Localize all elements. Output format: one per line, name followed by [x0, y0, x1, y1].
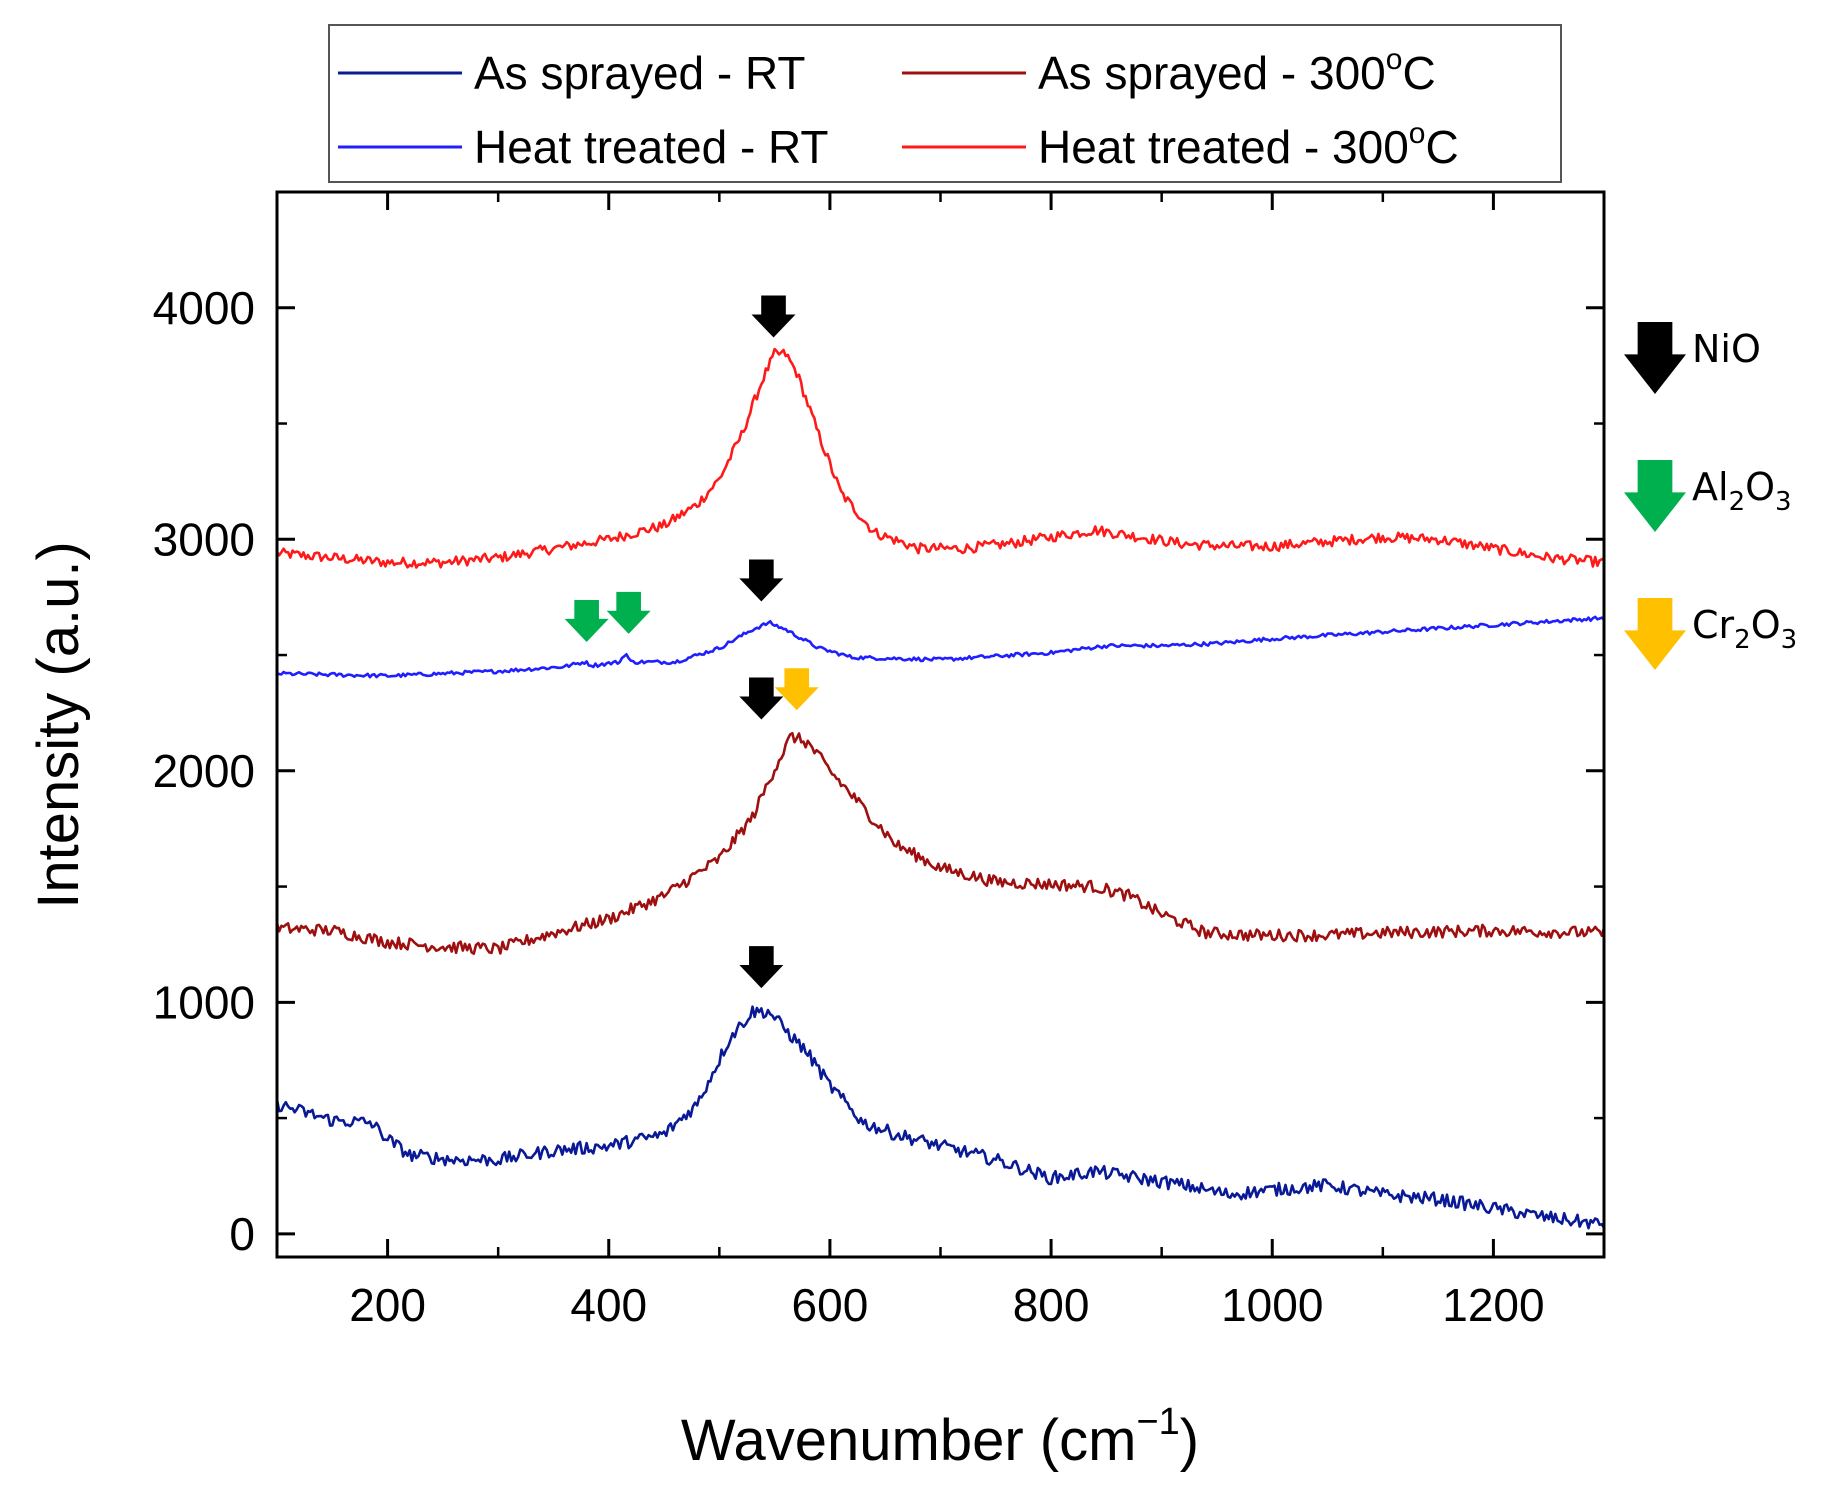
- y-tick-label: 0: [229, 1208, 255, 1260]
- al2o3-sub: 2: [1729, 487, 1746, 517]
- y-tick-label: 1000: [153, 976, 255, 1028]
- marker-legend-arrow-shape: [1624, 460, 1686, 532]
- legend: As sprayed - RT As sprayed - 300oC Heat …: [328, 24, 1562, 183]
- peak-arrow-al2o3-icon: [606, 591, 651, 634]
- peak-arrow-nio-icon: [739, 946, 784, 989]
- legend-label-as-sprayed-300: As sprayed - 300oC: [1038, 43, 1436, 99]
- x-tick-label: 200: [349, 1279, 426, 1331]
- al2o3-sub: 3: [1775, 487, 1792, 517]
- cr2o3-sub: 2: [1734, 625, 1751, 655]
- legend-label-heat-treated-300-text: Heat treated - 300: [1038, 121, 1409, 173]
- x-tick-label: 400: [570, 1279, 647, 1331]
- marker-legend-arrow-shape: [1624, 598, 1686, 670]
- marker-legend-cr2o3: Cr2O3: [1692, 603, 1797, 655]
- legend-label-as-sprayed-300-text: As sprayed - 300: [1038, 47, 1386, 99]
- marker-legend-nio: NiO: [1692, 327, 1761, 371]
- cr2o3-mid: O: [1751, 603, 1781, 647]
- series-layer: [275, 347, 1606, 1230]
- tick-layer: 200 400 600 800 1000 1200 0 1000 2000 3000 4000: [153, 190, 1606, 1331]
- legend-unit: C: [1402, 47, 1435, 99]
- x-tick-label: 1200: [1442, 1279, 1544, 1331]
- legend-degree-sup: o: [1409, 117, 1426, 150]
- x-axis-title: Wavenumber (cm−1): [681, 1401, 1199, 1473]
- x-tick-label: 600: [792, 1279, 869, 1331]
- series-as-sprayed-300: [275, 731, 1606, 955]
- marker-legend-al2o3: Al2O3: [1692, 465, 1792, 517]
- series-heat-treated-300: [275, 347, 1605, 569]
- x-tick-label: 1000: [1221, 1279, 1323, 1331]
- y-tick-label: 3000: [153, 513, 255, 565]
- marker-legend-cr2o3-arrow-icon: [1624, 598, 1686, 670]
- legend-unit: C: [1425, 121, 1458, 173]
- marker-legend-arrow-shape: [1624, 322, 1686, 394]
- series-heat-treated-rt: [276, 615, 1605, 679]
- peak-arrow-cr2o3-icon: [774, 668, 819, 711]
- series-as-sprayed-rt: [275, 1005, 1606, 1230]
- legend-label-heat-treated-300: Heat treated - 300oC: [1038, 117, 1459, 173]
- peak-arrow-al2o3-icon: [564, 599, 609, 642]
- y-axis-title: Intensity (a.u.): [26, 541, 91, 908]
- marker-legend-nio-arrow-icon: [1624, 322, 1686, 394]
- al2o3-text: Al: [1692, 465, 1729, 509]
- x-axis-title-text: Wavenumber (cm: [681, 1408, 1137, 1473]
- legend-label-as-sprayed-rt: As sprayed - RT: [474, 47, 805, 99]
- legend-degree-sup: o: [1386, 43, 1403, 76]
- peak-arrow-nio-icon: [751, 295, 796, 338]
- plot-frame: [275, 190, 1606, 1259]
- peak-arrow-nio-icon: [739, 677, 784, 720]
- x-axis-title-close: ): [1180, 1408, 1199, 1473]
- cr2o3-text: Cr: [1692, 603, 1735, 647]
- peak-marker-layer: [564, 295, 819, 989]
- al2o3-mid: O: [1745, 465, 1775, 509]
- y-tick-label: 4000: [153, 282, 255, 334]
- x-tick-label: 800: [1013, 1279, 1090, 1331]
- marker-legend-al2o3-arrow-icon: [1624, 460, 1686, 532]
- cr2o3-sub: 3: [1781, 625, 1798, 655]
- y-tick-label: 2000: [153, 745, 255, 797]
- legend-frame: [328, 24, 1562, 183]
- x-axis-title-sup: −1: [1136, 1401, 1179, 1443]
- legend-label-heat-treated-rt: Heat treated - RT: [474, 121, 829, 173]
- marker-legend: NiO Al2O3 Cr2O3: [1624, 322, 1797, 670]
- peak-arrow-nio-icon: [739, 559, 784, 602]
